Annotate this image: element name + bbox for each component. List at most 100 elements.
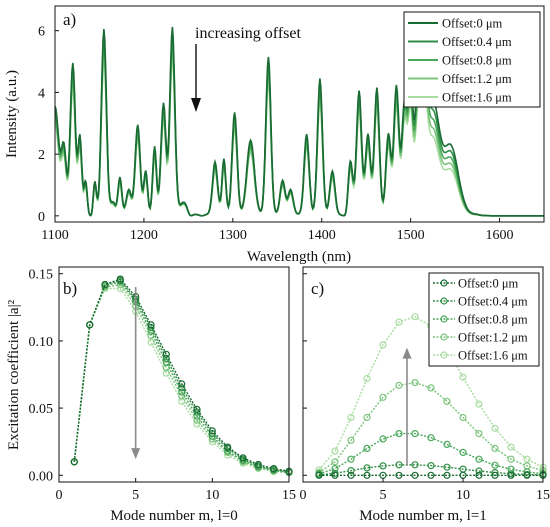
c-data-point bbox=[363, 471, 371, 479]
c-data-point bbox=[363, 444, 371, 452]
b-data-point bbox=[86, 321, 94, 329]
b-xtick-label: 0 bbox=[56, 488, 63, 503]
panel-c-legend-label: Offset:0.4 μm bbox=[458, 295, 528, 309]
panel-b-arrow bbox=[131, 287, 141, 460]
panel-c-legend-marker bbox=[440, 315, 448, 323]
c-data-point bbox=[427, 434, 435, 442]
panel-a-arrow bbox=[191, 44, 201, 112]
b-data-point bbox=[116, 284, 124, 293]
b-ytick-label: 0.10 bbox=[29, 335, 54, 350]
c-series-line bbox=[318, 432, 544, 475]
c-data-point bbox=[379, 341, 387, 349]
b-data-point bbox=[70, 458, 78, 466]
panel-a-axes-frame bbox=[54, 5, 545, 223]
panel-a-series-lines bbox=[54, 26, 544, 217]
b-data-point bbox=[178, 397, 186, 405]
panel-a-xtick-label: 1200 bbox=[130, 228, 158, 243]
c-data-point bbox=[347, 455, 355, 463]
panel-a-legend-label: Offset:0.8 μm bbox=[442, 54, 512, 68]
c-series-line bbox=[318, 464, 544, 476]
b-data-point bbox=[147, 321, 155, 329]
b-data-point bbox=[208, 427, 216, 435]
c-data-point bbox=[459, 448, 467, 456]
b-data-point bbox=[162, 350, 170, 358]
panel-a-spectrum-chart: 1100 1200 1300 1400 1500 1600 0 2 4 6 a) Waveleng… bbox=[4, 5, 545, 265]
c-data-point bbox=[315, 471, 323, 479]
c-data-point bbox=[363, 413, 371, 422]
b-data-point bbox=[224, 451, 232, 459]
b-ytick-label: 0.00 bbox=[29, 469, 54, 484]
c-data-point bbox=[507, 455, 515, 463]
panel-b-l0-chart: 0 5 10 15 0.00 0.05 0.10 0.15 b) Mode number m,… bbox=[6, 266, 296, 524]
b-data-point bbox=[193, 408, 201, 416]
c-data-point bbox=[395, 471, 403, 479]
b-xtick-label: 15 bbox=[282, 488, 296, 503]
panel-a-series-line bbox=[54, 26, 544, 217]
c-data-point bbox=[475, 471, 483, 479]
c-data-point bbox=[331, 458, 339, 466]
b-data-point bbox=[254, 460, 262, 469]
panel-c-arrow bbox=[402, 347, 412, 466]
b-xtick-label: 10 bbox=[205, 488, 219, 503]
panel-a-legend-label: Offset:1.2 μm bbox=[442, 72, 512, 86]
c-data-point bbox=[347, 467, 355, 475]
c-data-point bbox=[443, 471, 451, 479]
c-data-point bbox=[507, 471, 515, 479]
panel-a-legend: Offset:0 μm Offset:0.4 μm Offset:0.8 μm Off… bbox=[403, 11, 541, 108]
c-data-point bbox=[427, 471, 435, 479]
panel-b-series bbox=[70, 275, 293, 477]
c-data-point bbox=[395, 430, 403, 438]
b-ytick-label: 0.05 bbox=[29, 402, 54, 417]
panel-c-axes-frame bbox=[302, 266, 544, 483]
panel-c-l1-chart: 0 5 10 15 c) Mode number m, l=1 Offset:0 μm… bbox=[300, 266, 550, 524]
c-data-point bbox=[443, 397, 451, 405]
b-series-line bbox=[73, 283, 290, 474]
panel-c-legend-label: Offset:1.2 μm bbox=[458, 331, 528, 345]
c-data-point bbox=[331, 469, 339, 477]
panel-a-ylabel: Intensity (a.u.) bbox=[4, 70, 20, 158]
c-data-point bbox=[491, 444, 499, 452]
c-data-point bbox=[523, 471, 531, 479]
panel-a-xlabel: Wavelength (nm) bbox=[247, 249, 351, 265]
c-data-point bbox=[443, 463, 451, 471]
c-data-point bbox=[331, 465, 339, 473]
c-data-point bbox=[507, 443, 515, 451]
b-series-line bbox=[73, 278, 290, 472]
panel-b-xlabel: Mode number m, l=0 bbox=[110, 508, 238, 524]
panel-a-xtick-label: 1300 bbox=[219, 228, 247, 243]
c-data-point bbox=[379, 462, 387, 470]
c-data-point bbox=[523, 455, 531, 463]
b-data-point bbox=[147, 338, 155, 346]
c-arrow-head bbox=[402, 347, 412, 359]
panel-a-legend-label: Offset:1.6 μm bbox=[442, 91, 512, 105]
panel-a-ytick-label: 2 bbox=[38, 148, 45, 163]
c-data-point bbox=[379, 393, 387, 401]
panel-a-xtick-label: 1500 bbox=[397, 228, 425, 243]
b-series-line bbox=[73, 287, 290, 474]
panel-c-legend-marker bbox=[440, 297, 448, 305]
panel-a-legend-label: Offset:0.4 μm bbox=[442, 35, 512, 49]
c-data-point bbox=[427, 462, 435, 470]
c-data-point bbox=[491, 424, 499, 432]
c-data-point bbox=[411, 379, 419, 387]
b-series-line bbox=[73, 279, 290, 472]
panel-a-ytick-label: 0 bbox=[38, 210, 45, 225]
panel-c-legend-marker bbox=[440, 279, 448, 287]
panel-c-legend-label: Offset:0 μm bbox=[458, 277, 519, 291]
c-data-point bbox=[475, 400, 483, 408]
c-data-point bbox=[395, 461, 403, 469]
panel-b-ylabel: Excitation coefficient |a|² bbox=[6, 299, 22, 450]
c-data-point bbox=[459, 373, 467, 381]
b-xtick-label: 5 bbox=[132, 488, 139, 503]
panel-a-letter: a) bbox=[63, 10, 76, 29]
panel-c-legend-label: Offset:0.8 μm bbox=[458, 313, 528, 327]
b-ytick-label: 0.15 bbox=[29, 268, 54, 283]
b-data-point bbox=[224, 443, 232, 451]
c-data-point bbox=[411, 313, 419, 321]
c-data-point bbox=[331, 447, 339, 455]
c-data-point bbox=[491, 471, 499, 479]
c-data-point bbox=[411, 471, 419, 479]
panel-a-arrow-head bbox=[191, 98, 201, 112]
c-data-point bbox=[459, 413, 467, 422]
